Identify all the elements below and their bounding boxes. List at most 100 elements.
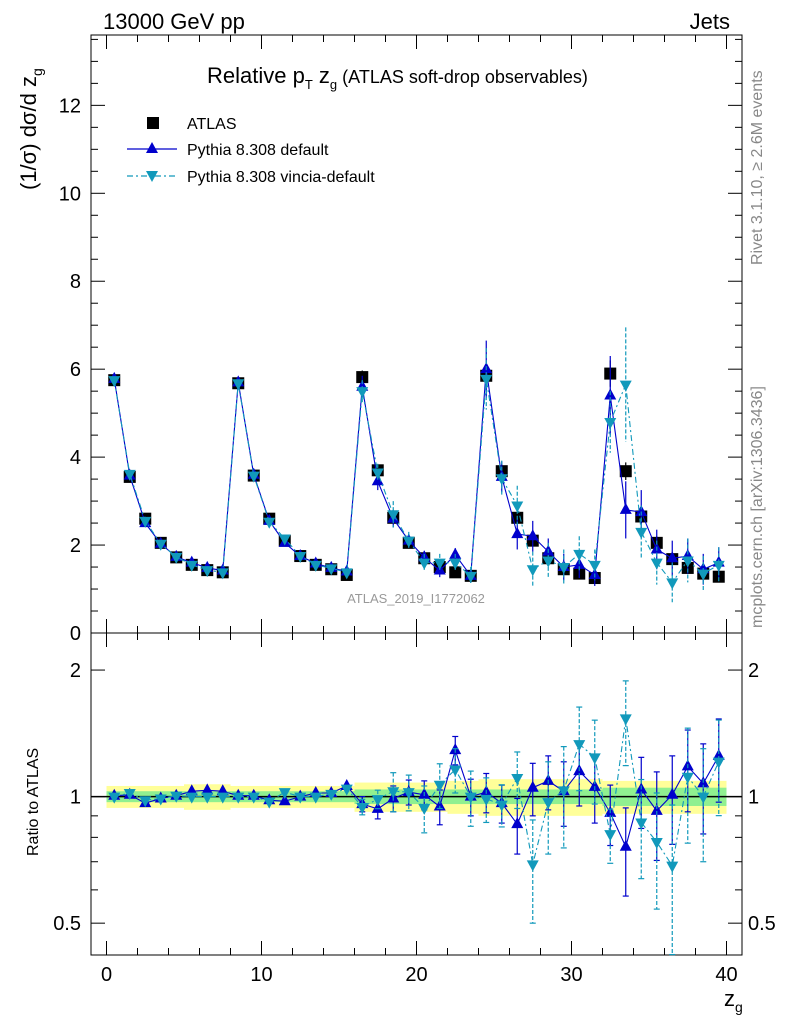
point-top [371, 474, 384, 486]
point-top [108, 376, 121, 388]
point-bottom [526, 860, 539, 872]
y-tick-label-top: 10 [59, 183, 81, 205]
point-bottom [232, 792, 245, 804]
point-bottom [418, 803, 431, 815]
x-tick-label: 30 [560, 964, 582, 986]
y-tick-label-bottom-right: 1 [748, 787, 759, 809]
point-bottom [433, 799, 446, 811]
point-bottom [123, 788, 136, 800]
series-line-2 [113, 378, 720, 584]
plot-title: Relative pT zg (ATLAS soft-drop observab… [207, 63, 588, 92]
point-bottom [154, 794, 167, 806]
plot-title-sub-t: T [305, 77, 313, 92]
point-top [619, 380, 632, 392]
y-tick-label-top: 4 [70, 447, 81, 469]
point-top [216, 568, 229, 580]
point-bottom [666, 787, 679, 799]
point-bottom [139, 796, 152, 808]
point-bottom [294, 792, 307, 804]
y-tick-label-bottom: 2 [70, 660, 81, 682]
point-top [201, 566, 214, 578]
point-top [170, 552, 183, 564]
point-top [418, 558, 431, 570]
point-bottom [712, 748, 725, 760]
point-bottom [604, 830, 617, 842]
point-top [635, 527, 648, 539]
point-top [619, 465, 632, 478]
point-bottom [619, 839, 632, 851]
point-top [433, 558, 446, 570]
point-bottom [371, 795, 384, 807]
point-bottom [464, 792, 477, 804]
point-top [387, 510, 400, 522]
y-tick-label-bottom: 0.5 [53, 913, 81, 935]
point-top [139, 516, 152, 528]
point-top [557, 563, 570, 575]
point-top [666, 551, 679, 563]
point-top [449, 558, 462, 570]
point-top [232, 379, 245, 391]
ratio-line-1 [114, 718, 720, 868]
header-left: 13000 GeV pp [103, 9, 245, 34]
point-bottom [511, 817, 524, 829]
legend-marker-atlas [147, 117, 159, 129]
point-top [511, 527, 524, 539]
y-tick-label-bottom-right: 2 [748, 660, 759, 682]
ratio-line-0 [114, 748, 720, 849]
side-text-rivet: Rivet 3.1.10, ≥ 2.6M events [749, 70, 766, 265]
point-bottom [619, 714, 632, 726]
point-bottom [495, 800, 508, 812]
point-top [697, 569, 710, 581]
point-bottom [340, 784, 353, 796]
point-bottom [650, 837, 663, 849]
y-axis-label-top-sub: g [29, 68, 45, 76]
point-bottom [712, 757, 725, 769]
point-bottom [185, 784, 198, 796]
point-top [356, 387, 369, 399]
bottom-panel-marks [108, 680, 725, 956]
point-top [464, 571, 477, 583]
y-tick-label-top: 8 [70, 271, 81, 293]
x-axis-label-sub: g [735, 999, 743, 1015]
y-tick-label-top: 0 [70, 623, 81, 645]
point-top [712, 560, 725, 572]
x-axis-label-main: z [724, 986, 735, 1011]
point-bottom [263, 797, 276, 809]
point-bottom [170, 791, 183, 803]
point-bottom [681, 772, 694, 784]
plot-title-mid: z [313, 63, 330, 88]
x-tick-label: 10 [250, 964, 272, 986]
point-top [247, 471, 260, 483]
point-bottom [387, 787, 400, 799]
axis-ticks [91, 35, 742, 955]
top-panel-marks [108, 327, 725, 603]
point-bottom [433, 780, 446, 792]
point-bottom [371, 801, 384, 813]
point-top [526, 529, 539, 541]
point-bottom [108, 792, 121, 804]
point-top [371, 468, 384, 480]
series-line-1 [113, 369, 719, 578]
point-bottom [557, 786, 570, 798]
point-bottom [573, 740, 586, 752]
point-bottom [309, 792, 322, 804]
header-right: Jets [690, 9, 730, 34]
point-top [666, 578, 679, 590]
point-top [573, 549, 586, 561]
point-bottom [635, 818, 648, 830]
point-top [449, 547, 462, 559]
point-top [681, 556, 694, 568]
point-top [278, 534, 291, 546]
y-axis-label-top: (1/σ) dσ/d zg [16, 68, 45, 190]
y-tick-label-top: 2 [70, 535, 81, 557]
point-top [263, 517, 276, 529]
legend-label-vincia: Pythia 8.308 vincia-default [187, 169, 375, 186]
point-top [650, 558, 663, 570]
point-bottom [697, 792, 710, 804]
point-bottom [542, 798, 555, 810]
plot-title-main: Relative p [207, 63, 305, 88]
point-bottom [588, 753, 601, 765]
x-axis-label: zg [724, 986, 743, 1015]
legend-label-default: Pythia 8.308 default [187, 142, 329, 159]
